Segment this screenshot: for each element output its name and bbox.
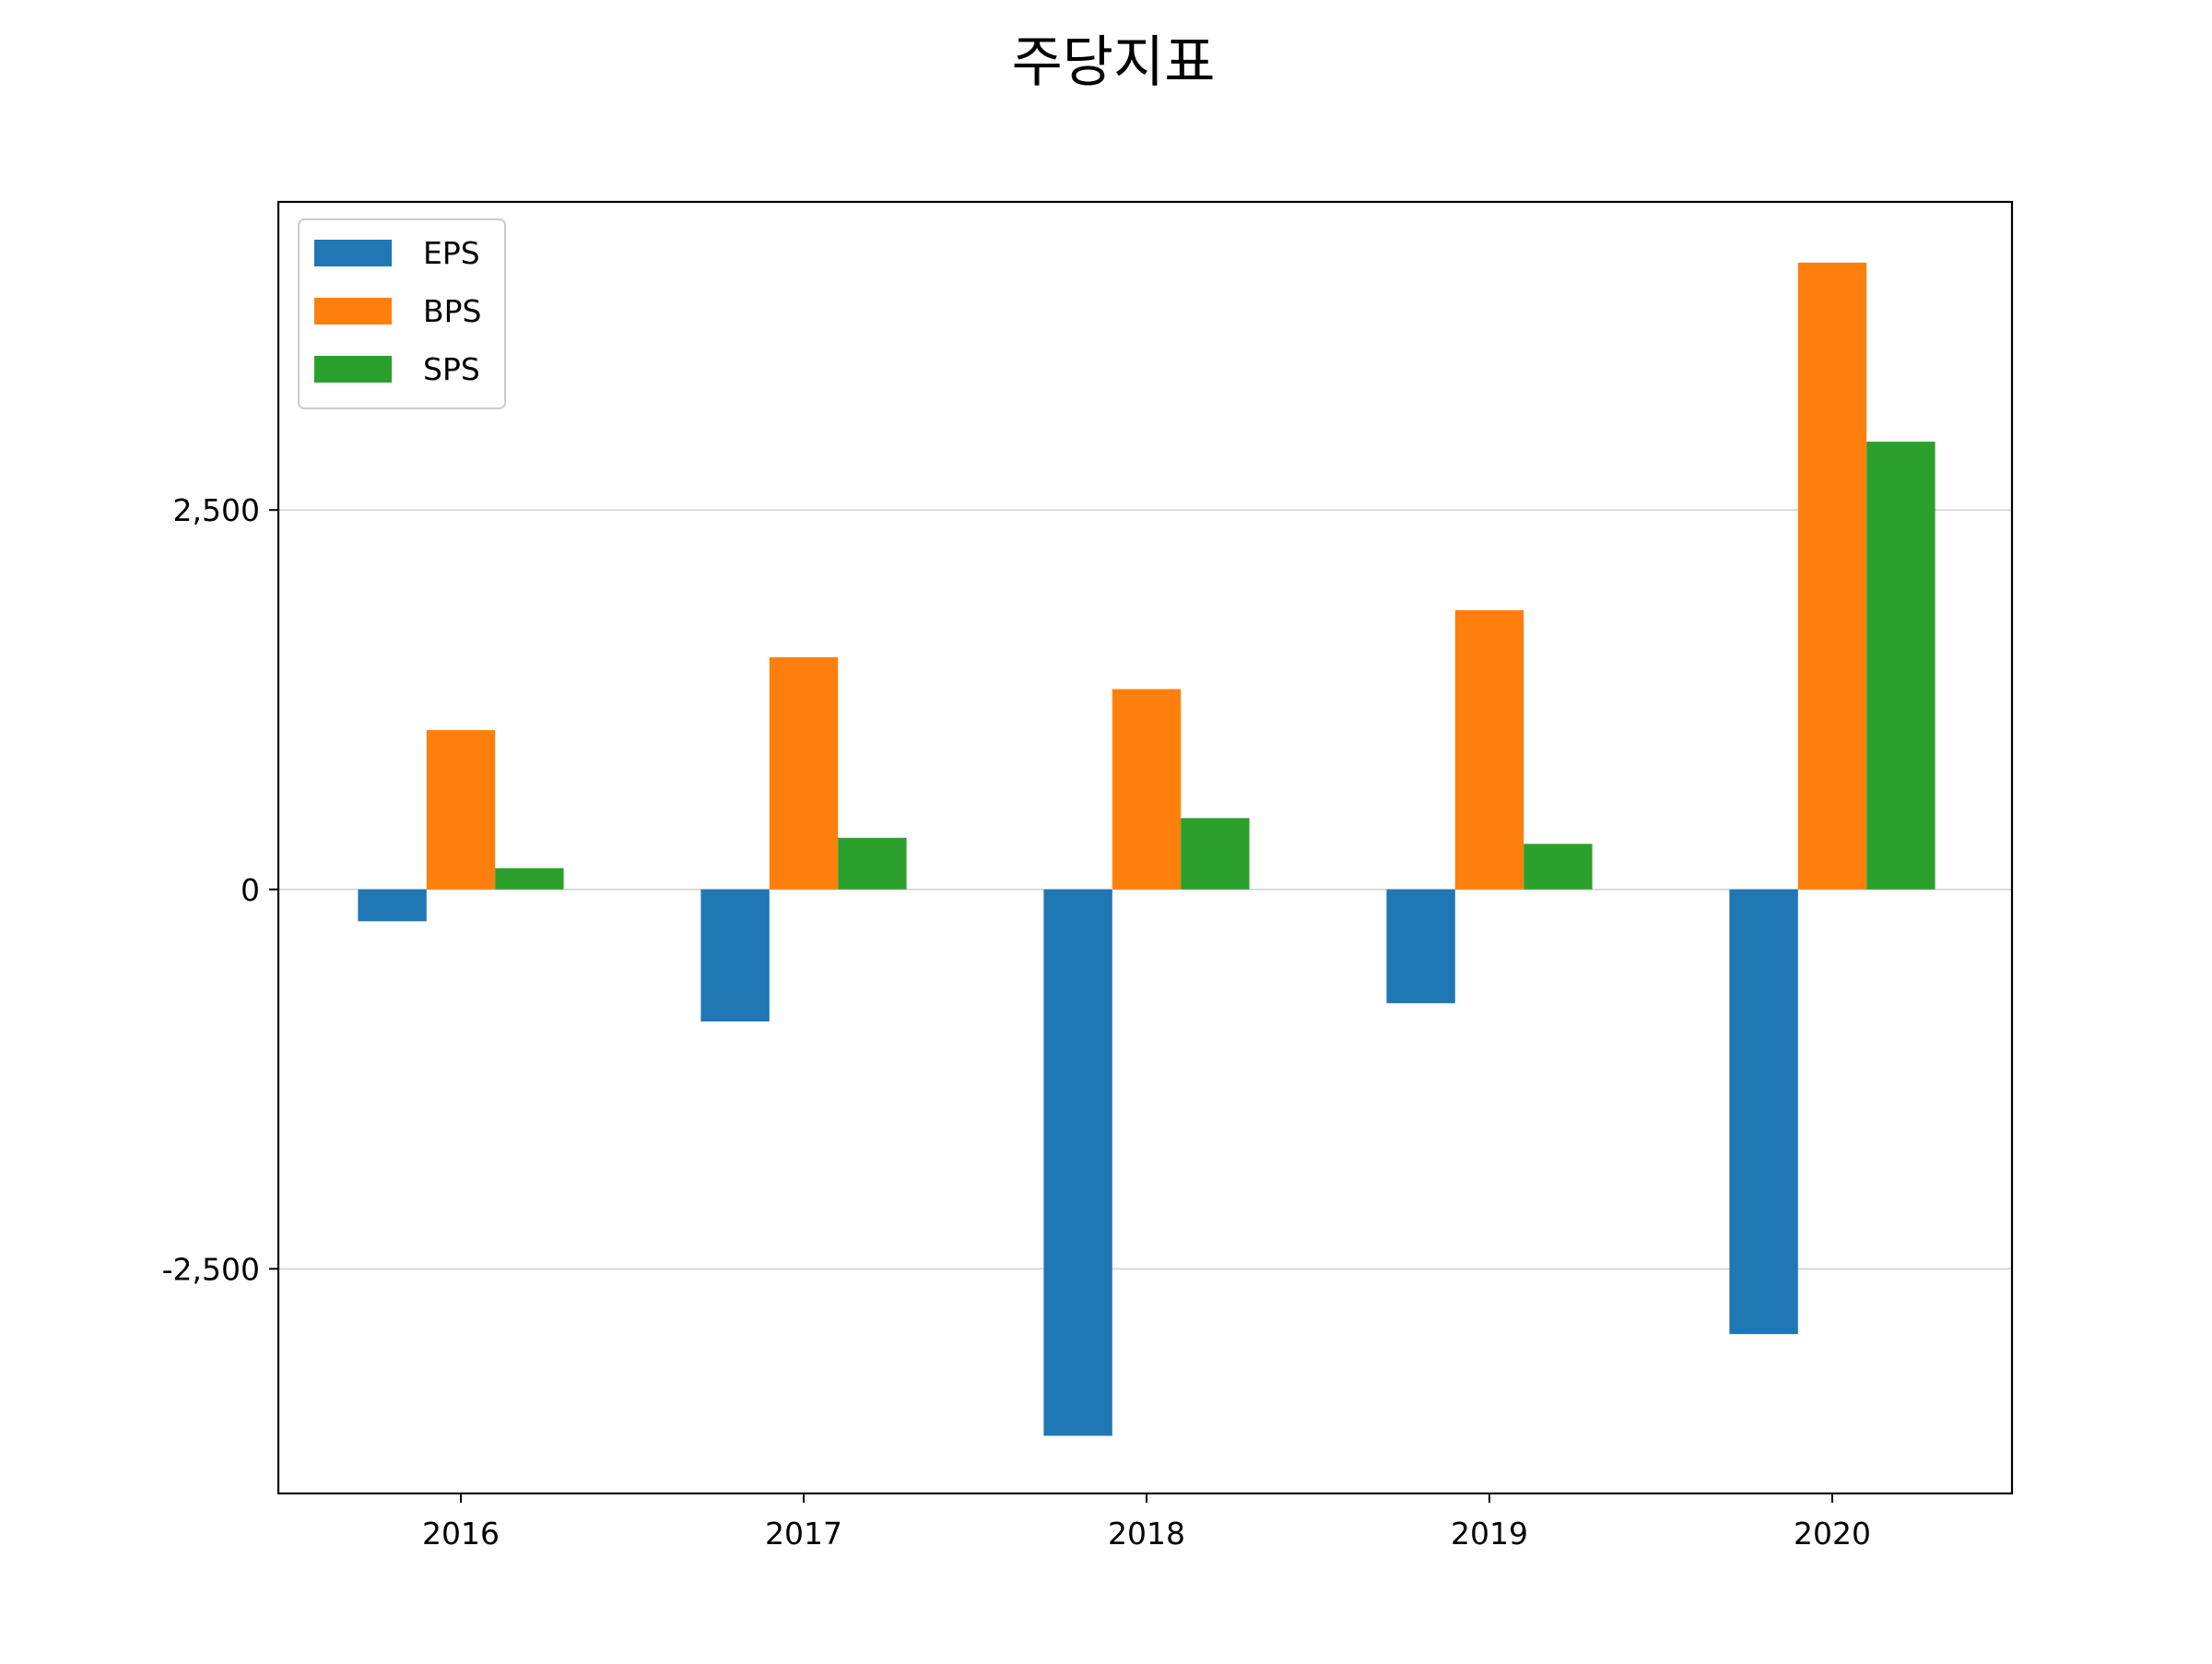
bar-sps-2017 [838, 837, 907, 890]
x-tick-label: 2018 [1108, 1516, 1185, 1552]
bar-bps-2018 [1112, 689, 1182, 890]
legend-label-bps: BPS [423, 293, 482, 329]
bar-eps-2016 [358, 889, 427, 922]
plot-frame [276, 200, 2014, 1495]
bars [358, 262, 1936, 1436]
x-axis: 2016 2017 2018 2019 2020 [422, 1493, 1871, 1552]
bar-sps-2018 [1181, 818, 1250, 890]
bar-eps-2020 [1729, 889, 1798, 1335]
y-tick-label: 2,500 [173, 492, 260, 528]
bar-eps-2017 [700, 889, 770, 1022]
legend-swatch-eps [314, 240, 392, 266]
y-tick-label: -2,500 [162, 1251, 260, 1287]
bar-bps-2019 [1454, 609, 1524, 890]
x-tick-label: 2016 [422, 1516, 500, 1552]
x-tick-label: 2019 [1451, 1516, 1528, 1552]
chart-title: 주당지표 [1012, 30, 1216, 95]
bar-bps-2016 [426, 729, 496, 890]
legend-swatch-bps [314, 298, 392, 325]
legend-label-sps: SPS [423, 351, 480, 387]
bar-sps-2019 [1524, 844, 1593, 890]
legend: EPS BPS SPS [298, 218, 506, 409]
x-tick-label: 2020 [1794, 1516, 1871, 1552]
bar-sps-2016 [495, 867, 564, 890]
legend-swatch-sps [314, 356, 392, 383]
y-axis: -2,500 0 2,500 [162, 492, 278, 1287]
bar-sps-2020 [1866, 442, 1936, 890]
bar-eps-2018 [1043, 889, 1112, 1436]
bar-bps-2020 [1797, 262, 1867, 890]
x-tick-label: 2017 [765, 1516, 842, 1552]
bar-bps-2017 [769, 656, 839, 890]
bar-eps-2019 [1386, 889, 1455, 1004]
legend-label-eps: EPS [423, 235, 480, 271]
y-tick-label: 0 [241, 872, 260, 908]
